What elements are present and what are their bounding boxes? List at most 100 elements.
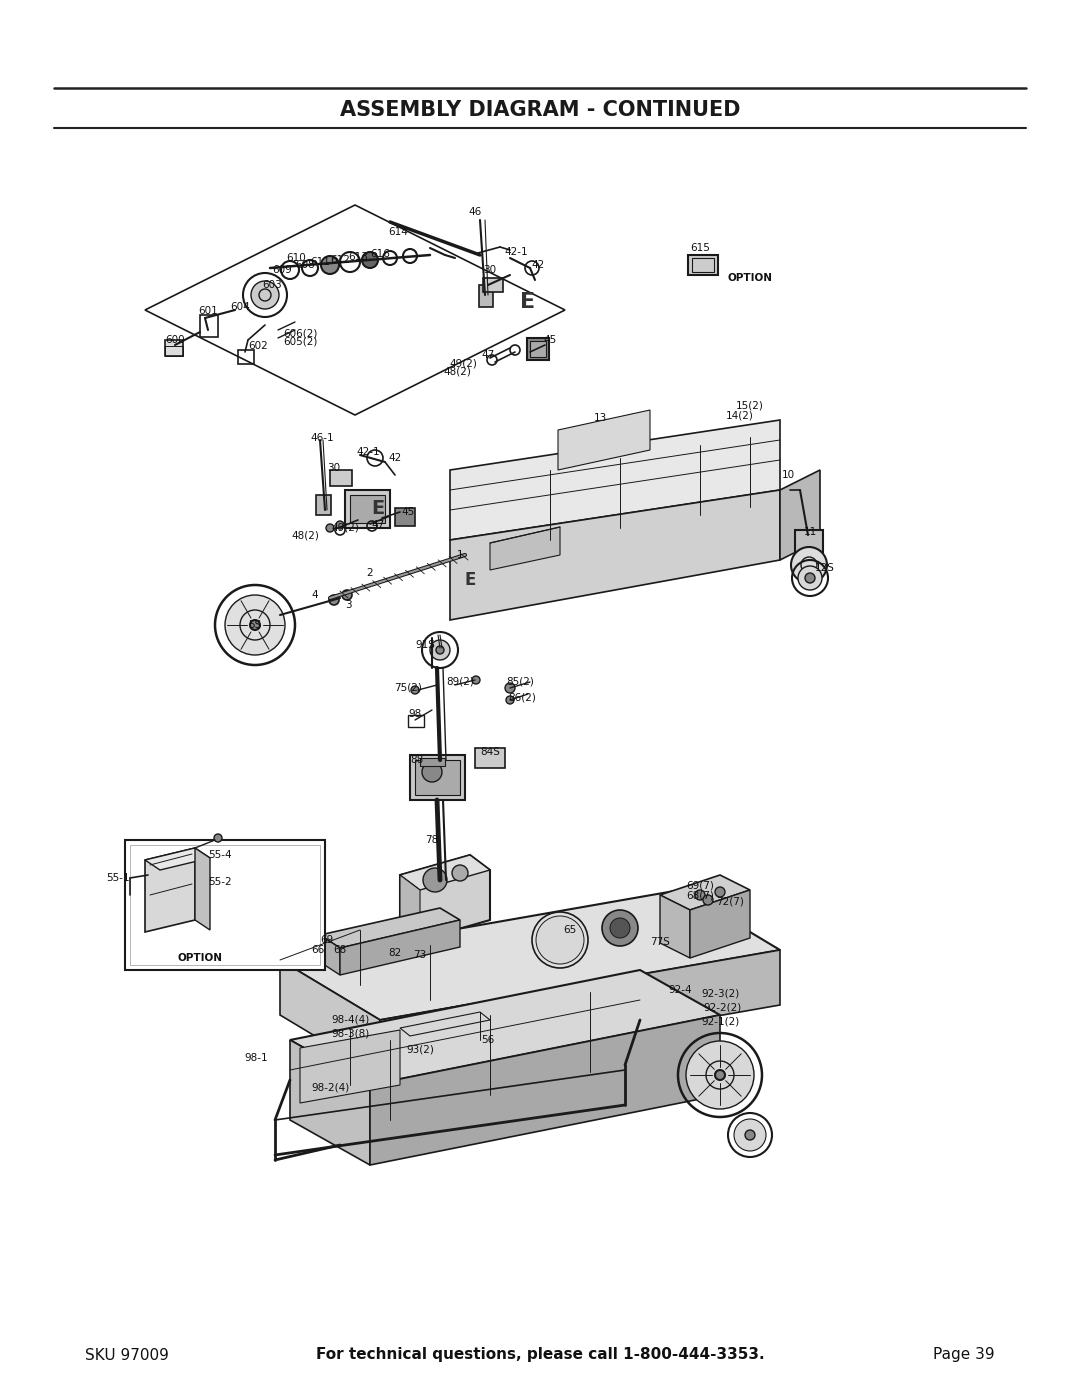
Text: 610: 610 [286,253,306,263]
Bar [200,314,218,337]
Bar [527,338,549,360]
Text: 4: 4 [312,590,319,599]
Circle shape [430,640,450,659]
Circle shape [362,251,378,268]
Bar [795,529,823,552]
Text: 47: 47 [372,520,384,529]
Text: 613: 613 [348,251,368,263]
Bar [238,351,254,365]
Circle shape [342,590,352,599]
Text: 88: 88 [410,754,423,766]
Text: Page 39: Page 39 [933,1348,995,1362]
Text: 46: 46 [469,207,482,217]
Text: 42: 42 [531,260,544,270]
Text: 14(2): 14(2) [726,409,754,420]
Text: 77S: 77S [650,937,670,947]
Text: 89(2): 89(2) [446,678,474,687]
Text: 98-1: 98-1 [244,1053,268,1063]
Text: 48(2): 48(2) [443,367,471,377]
Text: 73: 73 [414,950,427,960]
Polygon shape [320,935,340,975]
Bar [475,747,505,768]
Polygon shape [340,921,460,975]
Text: 78: 78 [426,835,438,845]
Polygon shape [145,848,210,870]
Text: 612: 612 [330,256,350,265]
Circle shape [507,696,514,704]
Polygon shape [690,890,750,958]
Circle shape [326,524,334,532]
Circle shape [610,918,630,937]
Text: 55-1: 55-1 [106,873,130,883]
Text: 606(2): 606(2) [283,328,318,338]
Circle shape [734,1119,766,1151]
Polygon shape [291,970,720,1085]
Text: 82: 82 [389,949,402,958]
Text: 615: 615 [690,243,710,253]
Text: 68(7): 68(7) [686,890,714,900]
Polygon shape [400,855,490,940]
Text: 91S: 91S [415,640,435,650]
Text: 1: 1 [457,550,463,560]
Text: 42-1: 42-1 [504,247,528,257]
Circle shape [715,887,725,897]
Bar [165,346,183,356]
Text: 56: 56 [482,1035,495,1045]
Text: 85(2): 85(2) [507,678,534,687]
Polygon shape [291,1039,370,1165]
Polygon shape [660,895,690,958]
Text: 601: 601 [198,306,218,316]
Circle shape [715,1070,725,1080]
Text: 42: 42 [389,453,402,462]
Text: 72(7): 72(7) [716,897,744,907]
Text: E: E [372,499,384,517]
Text: 611: 611 [310,257,329,267]
Circle shape [249,620,260,630]
Text: 84S: 84S [481,747,500,757]
Polygon shape [280,890,780,1020]
Text: 98-3(8): 98-3(8) [330,1028,369,1038]
Text: 98: 98 [408,710,421,719]
Text: 15(2): 15(2) [737,401,764,411]
Polygon shape [400,855,490,890]
Circle shape [805,573,815,583]
Text: 65: 65 [564,925,577,935]
Text: 42-1: 42-1 [356,447,380,457]
Text: 605(2): 605(2) [283,337,318,346]
Polygon shape [400,875,420,940]
Text: 5S: 5S [248,620,261,630]
Text: 12S: 12S [815,563,835,573]
Polygon shape [660,875,750,909]
Circle shape [602,909,638,946]
Bar [410,754,465,800]
Bar [125,840,325,970]
Bar [483,278,503,292]
Text: ASSEMBLY DIAGRAM - CONTINUED: ASSEMBLY DIAGRAM - CONTINUED [340,101,740,120]
Circle shape [321,256,339,274]
Circle shape [505,683,515,693]
Text: E: E [464,571,475,590]
Text: 92-1(2): 92-1(2) [701,1017,739,1027]
Polygon shape [558,409,650,469]
Circle shape [536,916,584,964]
Polygon shape [320,908,460,949]
Polygon shape [370,1016,720,1165]
Text: 3: 3 [345,599,351,610]
Text: 69(7): 69(7) [686,880,714,890]
Text: 600: 600 [165,335,185,345]
Bar [165,339,183,356]
Circle shape [686,1041,754,1109]
Circle shape [703,895,713,905]
Bar [480,285,492,307]
Text: 92-3(2): 92-3(2) [701,989,739,999]
Text: 86(2): 86(2) [508,693,536,703]
Text: 66: 66 [311,944,325,956]
Bar [530,341,546,358]
Circle shape [696,890,705,900]
Text: 604: 604 [230,302,249,312]
Circle shape [798,566,822,590]
Text: OPTION: OPTION [728,272,772,284]
Bar [330,469,352,486]
Text: 48(2): 48(2) [292,529,319,541]
Bar [350,495,384,522]
